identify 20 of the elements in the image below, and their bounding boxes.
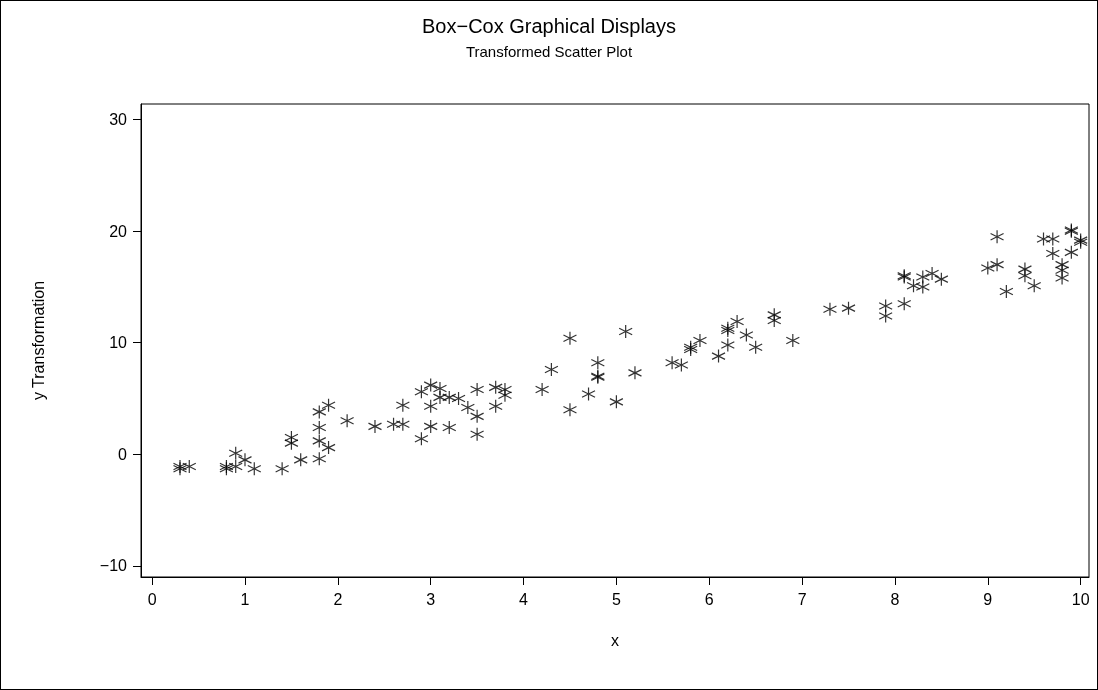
y-tick-label: 10	[109, 334, 128, 352]
x-tick-label: 4	[519, 590, 529, 608]
x-tick-label: 8	[890, 590, 900, 608]
x-tick-label: 9	[983, 590, 993, 608]
x-axis-title: x	[611, 631, 619, 649]
x-tick-label: 2	[333, 590, 343, 608]
y-tick-label: 30	[109, 111, 128, 129]
y-tick-label: 20	[109, 222, 128, 240]
x-tick-label: 5	[611, 590, 621, 608]
x-tick-label: 3	[426, 590, 436, 608]
y-tick-label: −10	[99, 557, 128, 575]
y-tick-label: 0	[118, 445, 128, 463]
chart-title: Box−Cox Graphical Displays	[422, 15, 676, 37]
x-tick-label: 6	[704, 590, 714, 608]
x-tick-label: 0	[147, 590, 157, 608]
chart-subtitle: Transformed Scatter Plot	[465, 43, 633, 60]
x-tick-label: 1	[240, 590, 250, 608]
x-tick-label: 7	[797, 590, 807, 608]
y-axis-title: y Transformation	[29, 280, 47, 401]
x-tick-label: 10	[1071, 590, 1090, 608]
